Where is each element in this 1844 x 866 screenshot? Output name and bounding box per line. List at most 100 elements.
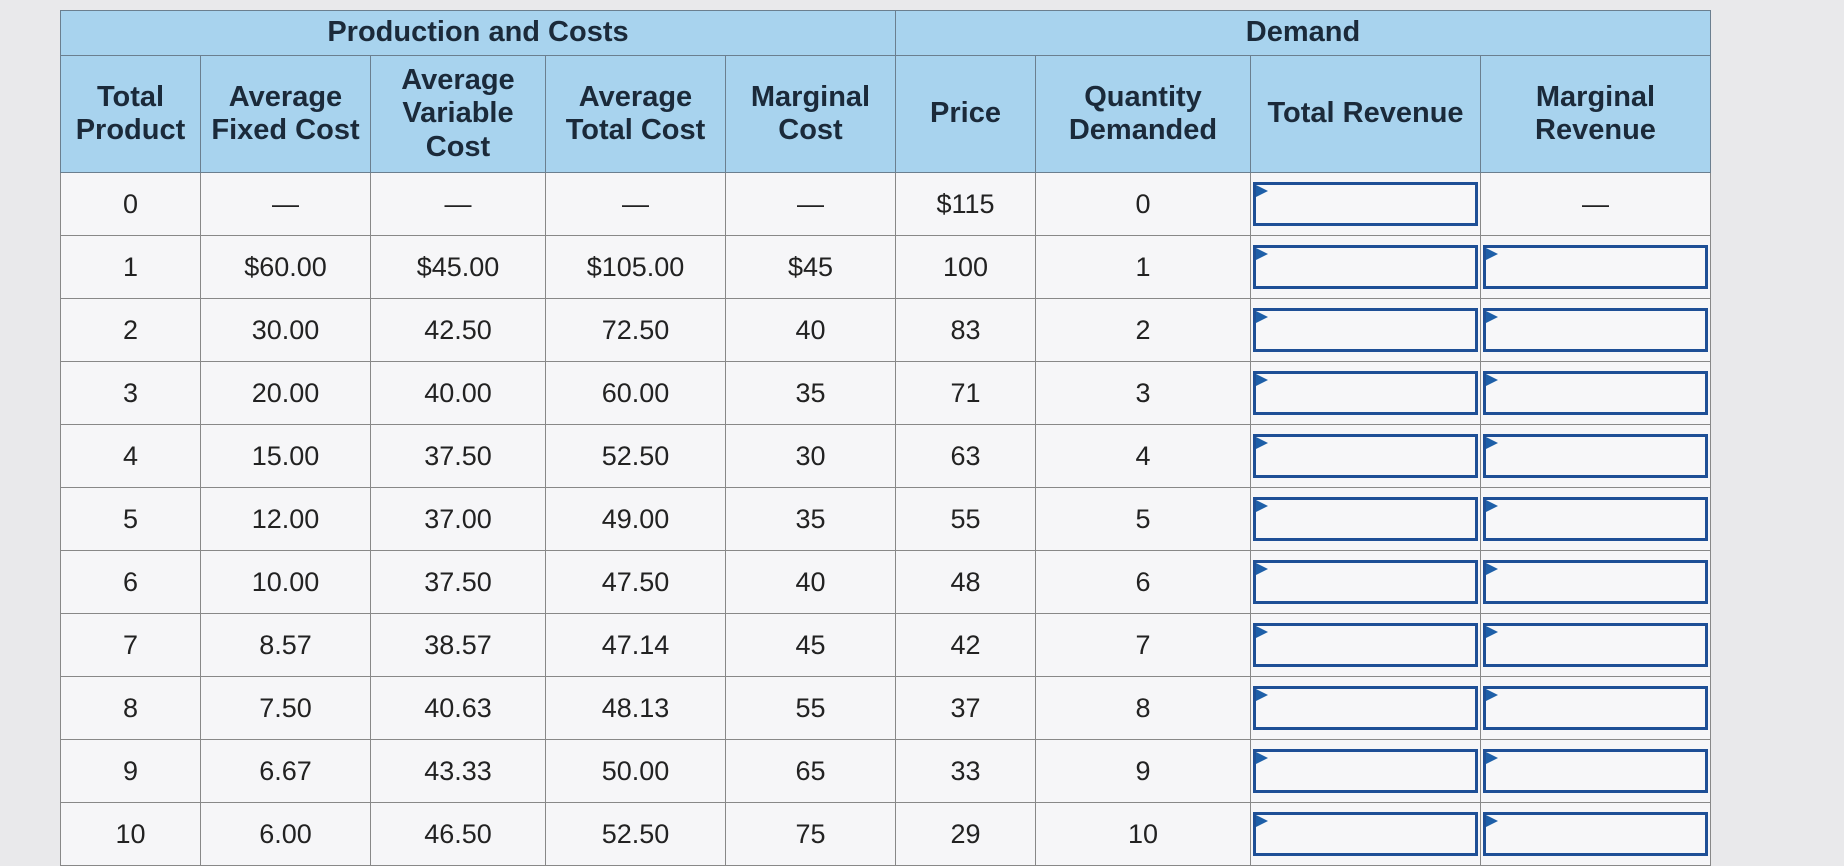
table-cell: 45 (725, 613, 896, 677)
total-revenue-input[interactable] (1253, 497, 1478, 541)
table-cell: 1 (1035, 235, 1251, 299)
table-cell: 37.50 (370, 550, 546, 614)
total-revenue-input[interactable] (1253, 560, 1478, 604)
table-row: 8 7.50 40.63 48.13 55 37 8 (60, 676, 1711, 740)
table-row: 5 12.00 37.00 49.00 35 55 5 (60, 487, 1711, 551)
table-cell: 48.13 (545, 676, 726, 740)
input-cell (1250, 550, 1481, 614)
total-revenue-input[interactable] (1253, 434, 1478, 478)
input-cell (1250, 676, 1481, 740)
total-revenue-input[interactable] (1253, 812, 1478, 856)
table-cell: $45.00 (370, 235, 546, 299)
table-cell: 40 (725, 298, 896, 362)
total-revenue-input[interactable] (1253, 623, 1478, 667)
input-cell (1250, 235, 1481, 299)
total-revenue-input[interactable] (1253, 371, 1478, 415)
table-cell: 50.00 (545, 739, 726, 803)
column-header: Marginal Cost (725, 55, 896, 173)
total-revenue-input[interactable] (1253, 308, 1478, 352)
table-cell: 52.50 (545, 424, 726, 488)
input-cell (1250, 739, 1481, 803)
table-cell: 49.00 (545, 487, 726, 551)
table-cell: 47.50 (545, 550, 726, 614)
table-cell: $105.00 (545, 235, 726, 299)
marginal-revenue-input[interactable] (1483, 749, 1708, 793)
table-cell: 9 (1035, 739, 1251, 803)
table-cell: 8 (1035, 676, 1251, 740)
column-header: Total Product (60, 55, 201, 173)
table-cell: — (200, 172, 371, 236)
table-cell: 30 (725, 424, 896, 488)
table-cell: 33 (895, 739, 1036, 803)
table-cell: 10 (60, 802, 201, 866)
column-header: Average Total Cost (545, 55, 726, 173)
table-cell: 3 (60, 361, 201, 425)
table-cell: 55 (895, 487, 1036, 551)
table-cell: 48 (895, 550, 1036, 614)
table-row: 2 30.00 42.50 72.50 40 83 2 (60, 298, 1711, 362)
marginal-revenue-input[interactable] (1483, 434, 1708, 478)
table-cell: 10 (1035, 802, 1251, 866)
input-cell (1250, 361, 1481, 425)
marginal-revenue-input[interactable] (1483, 812, 1708, 856)
input-cell (1480, 487, 1711, 551)
table-cell: 35 (725, 361, 896, 425)
input-cell (1250, 172, 1481, 236)
table-cell: 72.50 (545, 298, 726, 362)
input-cell (1480, 802, 1711, 866)
table-cell: 6 (60, 550, 201, 614)
table-row: 3 20.00 40.00 60.00 35 71 3 (60, 361, 1711, 425)
column-header: Average Fixed Cost (200, 55, 371, 173)
table-cell: 55 (725, 676, 896, 740)
total-revenue-input[interactable] (1253, 245, 1478, 289)
table-cell: 8 (60, 676, 201, 740)
table-cell: 1 (60, 235, 201, 299)
table-cell: 0 (60, 172, 201, 236)
input-cell (1250, 487, 1481, 551)
column-header: Marginal Revenue (1480, 55, 1711, 173)
table-cell: 52.50 (545, 802, 726, 866)
column-header: Total Revenue (1250, 55, 1481, 173)
input-cell (1480, 676, 1711, 740)
table-cell: 42.50 (370, 298, 546, 362)
marginal-revenue-input[interactable] (1483, 245, 1708, 289)
table-cell: 46.50 (370, 802, 546, 866)
table-cell: 15.00 (200, 424, 371, 488)
table-cell: 12.00 (200, 487, 371, 551)
table-cell: 47.14 (545, 613, 726, 677)
marginal-revenue-input[interactable] (1483, 560, 1708, 604)
input-cell (1480, 298, 1711, 362)
table-cell: 7 (1035, 613, 1251, 677)
input-cell (1480, 361, 1711, 425)
marginal-revenue-input[interactable] (1483, 623, 1708, 667)
marginal-revenue-input[interactable] (1483, 686, 1708, 730)
table-cell: $115 (895, 172, 1036, 236)
input-cell (1250, 802, 1481, 866)
table-cell: $45 (725, 235, 896, 299)
table-row: 1 $60.00 $45.00 $105.00 $45 100 1 (60, 235, 1711, 299)
table-cell: 4 (60, 424, 201, 488)
table-cell: 65 (725, 739, 896, 803)
column-header: Average Variable Cost (370, 55, 546, 173)
table-row: 4 15.00 37.50 52.50 30 63 4 (60, 424, 1711, 488)
table-cell: 40.00 (370, 361, 546, 425)
table-cell: 30.00 (200, 298, 371, 362)
table-cell: — (370, 172, 546, 236)
input-cell (1480, 613, 1711, 677)
table-cell: 6 (1035, 550, 1251, 614)
table-body: 0— — — — $115 0—1 $60.00 $45.00 $105.00 $45 100 1 2 3… (60, 172, 1711, 866)
table-cell: 37.00 (370, 487, 546, 551)
group-header: Demand (895, 10, 1711, 56)
total-revenue-input[interactable] (1253, 686, 1478, 730)
table-cell: 3 (1035, 361, 1251, 425)
marginal-revenue-input[interactable] (1483, 308, 1708, 352)
table-cell: 2 (1035, 298, 1251, 362)
total-revenue-input[interactable] (1253, 182, 1478, 226)
marginal-revenue-input[interactable] (1483, 497, 1708, 541)
input-cell (1250, 613, 1481, 677)
table-row: 0— — — — $115 0— (60, 172, 1711, 236)
table-cell: 6.00 (200, 802, 371, 866)
total-revenue-input[interactable] (1253, 749, 1478, 793)
table-cell: 8.57 (200, 613, 371, 677)
marginal-revenue-input[interactable] (1483, 371, 1708, 415)
